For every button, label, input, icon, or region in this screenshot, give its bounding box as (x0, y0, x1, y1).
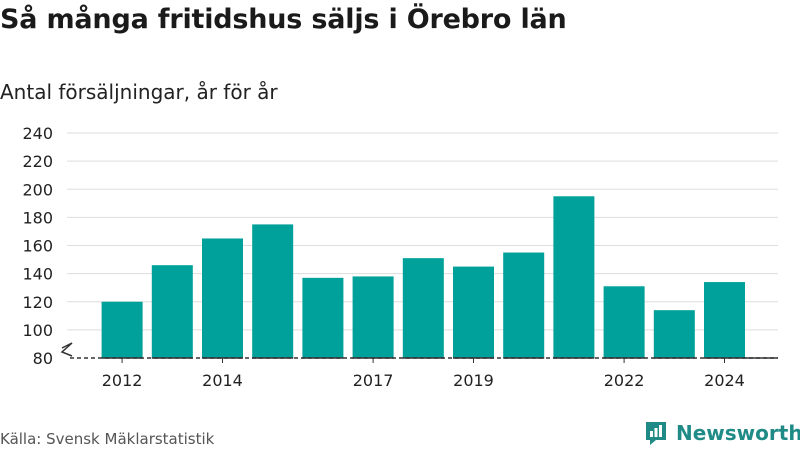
bar-2023[interactable] (653, 310, 695, 358)
x-tick-label: 2022 (604, 371, 645, 390)
bar-2022[interactable] (603, 286, 645, 358)
source-note: Källa: Svensk Mäklarstatistik (0, 430, 215, 448)
y-tick-label: 140 (22, 265, 53, 284)
bar-2012[interactable] (101, 301, 143, 358)
y-tick-label: 100 (22, 321, 53, 340)
brand-name: Newsworthy (676, 421, 800, 445)
bar-2018[interactable] (402, 258, 444, 358)
y-tick-label: 220 (22, 152, 53, 171)
bar-2013[interactable] (151, 265, 193, 358)
bar-2024[interactable] (704, 282, 745, 358)
chart-title: Så många fritidshus säljs i Örebro län (0, 4, 567, 35)
x-tick-label: 2017 (353, 371, 394, 390)
x-tick-label: 2019 (453, 371, 494, 390)
bar-2014[interactable] (202, 238, 243, 358)
newsworthy-logo-icon (646, 422, 666, 445)
axis-break-icon (60, 342, 73, 357)
y-tick-label: 240 (22, 124, 53, 143)
bar-2019[interactable] (453, 266, 494, 358)
y-tick-label: 200 (22, 180, 53, 199)
x-tick-label: 2014 (202, 371, 243, 390)
y-tick-label: 180 (22, 208, 53, 227)
chart-subtitle: Antal försäljningar, år för år (0, 80, 278, 104)
bar-2016[interactable] (302, 277, 344, 358)
y-tick-label: 160 (22, 237, 53, 256)
y-tick-label: 120 (22, 293, 53, 312)
x-tick-label: 2024 (704, 371, 745, 390)
bar-2017[interactable] (352, 276, 394, 358)
y-tick-label: 80 (33, 349, 53, 368)
x-tick-label: 2012 (102, 371, 143, 390)
bar-2015[interactable] (252, 224, 294, 358)
bar-chart: 80 100 120 140 160 180 200 220 240 2012 2014 2017 2… (22, 124, 778, 390)
brand-logo-link[interactable]: Newsworthy (644, 420, 800, 446)
bar-2020[interactable] (503, 252, 545, 358)
bar-2021[interactable] (553, 196, 595, 358)
